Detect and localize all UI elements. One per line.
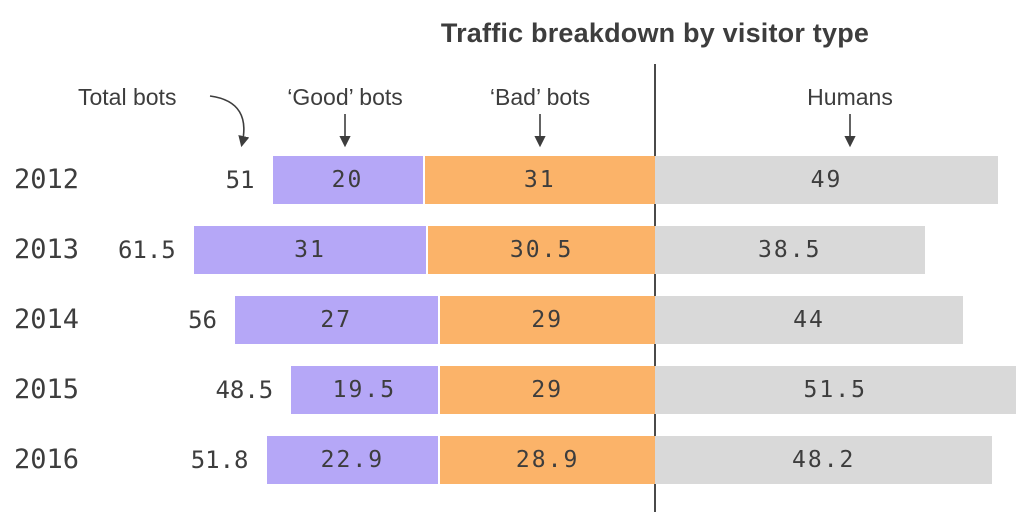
- bad-bots-bar: 31: [422, 156, 655, 204]
- bar-row-2014: 2014 56 27 29 44: [0, 296, 1024, 344]
- good-bots-bar: 27: [235, 296, 438, 344]
- good-bots-bar: 19.5: [291, 366, 438, 414]
- bad-bots-bar: 28.9: [438, 436, 655, 484]
- humans-bar-value: 49: [810, 167, 843, 193]
- total-bots-value: 61.5: [117, 236, 176, 264]
- total-bots-value: 51: [225, 166, 255, 194]
- legend-bad-bots: ‘Bad’ bots: [489, 84, 591, 110]
- bad-bots-bar-value: 31: [523, 167, 556, 193]
- good-bots-bar-value: 20: [331, 167, 364, 193]
- bad-bots-bar: 29: [437, 296, 655, 344]
- year-label: 2012: [14, 164, 80, 195]
- bar-row-2012: 2012 51 20 31 49: [0, 156, 1024, 204]
- good-bots-bar: 20: [272, 156, 423, 204]
- bar-row-2015: 2015 48.5 19.5 29 51.5: [0, 366, 1024, 414]
- year-label: 2015: [14, 374, 80, 405]
- year-label: 2014: [14, 304, 80, 335]
- bar-row-2013: 2013 61.5 31 30.5 38.5: [0, 226, 1024, 274]
- divider-line: [654, 64, 656, 512]
- good-bots-bar-value: 27: [320, 307, 353, 333]
- bad-bots-bar: 30.5: [426, 226, 655, 274]
- humans-bar: 38.5: [655, 226, 925, 274]
- legend-good-bots: ‘Good’ bots: [287, 84, 403, 110]
- year-label: 2013: [14, 234, 80, 265]
- total-bots-curved-arrow: [209, 95, 250, 148]
- humans-bar-value: 48.2: [792, 447, 856, 473]
- humans-bar: 48.2: [655, 436, 993, 484]
- humans-bar: 51.5: [655, 366, 1016, 414]
- bad-bots-bar: 29: [437, 366, 655, 414]
- humans-bar-value: 44: [793, 307, 825, 333]
- humans-bar: 49: [655, 156, 998, 204]
- good-bots-bar: 22.9: [266, 436, 439, 484]
- legend-total-bots: Total bots: [78, 84, 177, 110]
- total-bots-value: 51.8: [190, 446, 249, 474]
- good-bots-bar-value: 19.5: [332, 377, 397, 403]
- chart-title: Traffic breakdown by visitor type: [440, 18, 870, 48]
- legend-humans: Humans: [807, 84, 893, 110]
- humans-bar-value: 38.5: [758, 237, 822, 263]
- humans-bar: 44: [655, 296, 963, 344]
- humans-bar-value: 51.5: [803, 377, 867, 403]
- bad-bots-bar-value: 29: [531, 307, 564, 333]
- year-label: 2016: [14, 444, 80, 475]
- good-bots-bar-value: 31: [294, 237, 326, 263]
- bar-row-2016: 2016 51.8 22.9 28.9 48.2: [0, 436, 1024, 484]
- bad-bots-bar-value: 30.5: [509, 237, 574, 263]
- bad-bots-bar-value: 29: [531, 377, 564, 403]
- total-bots-value: 48.5: [215, 376, 274, 404]
- good-bots-bar-value: 22.9: [320, 447, 385, 473]
- good-bots-bar: 31: [193, 226, 427, 274]
- total-bots-value: 56: [188, 306, 217, 334]
- bad-bots-bar-value: 28.9: [515, 447, 580, 473]
